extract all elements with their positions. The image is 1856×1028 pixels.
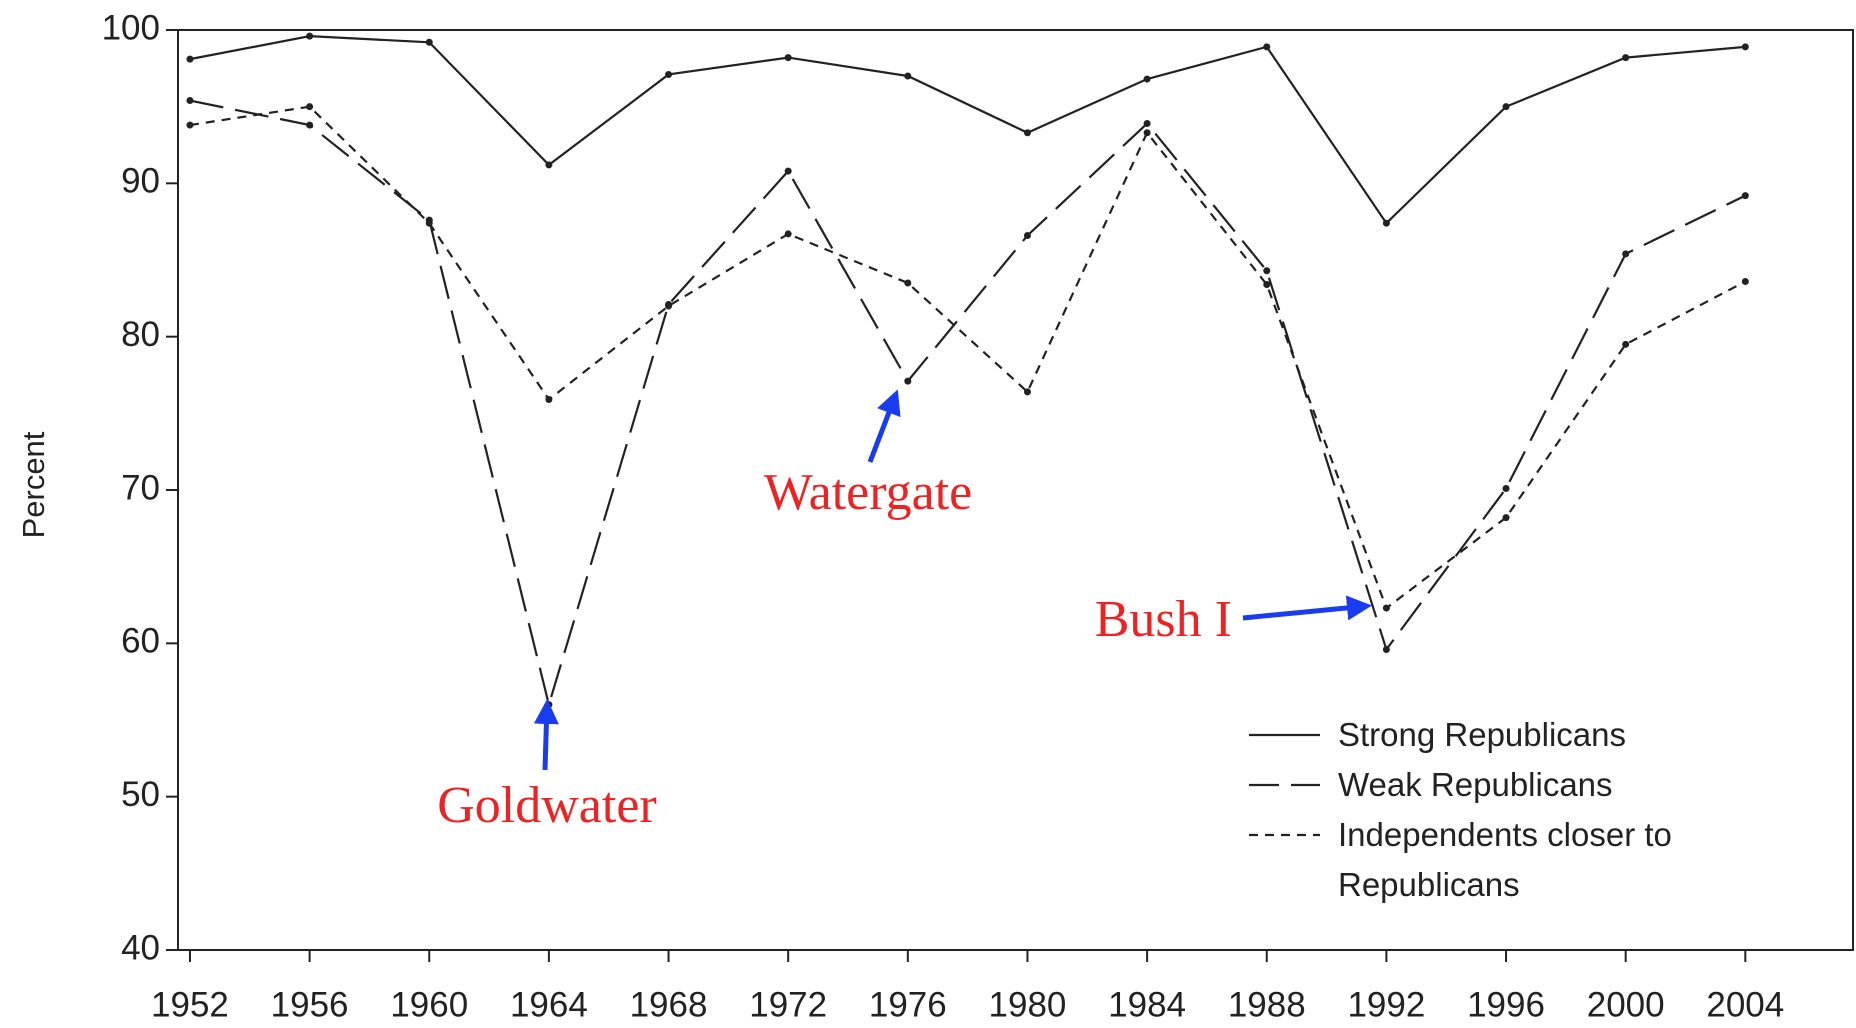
annotation-arrow bbox=[533, 699, 559, 771]
data-point bbox=[1143, 75, 1151, 83]
data-point bbox=[904, 72, 912, 80]
legend-label: Weak Republicans bbox=[1338, 766, 1613, 803]
x-tick-label: 1992 bbox=[1347, 985, 1425, 1024]
data-point bbox=[1622, 340, 1630, 348]
legend-label: Strong Republicans bbox=[1338, 716, 1627, 753]
data-point bbox=[784, 54, 792, 62]
x-tick-label: 1972 bbox=[749, 985, 827, 1024]
data-point bbox=[306, 32, 314, 40]
data-point bbox=[1023, 388, 1031, 396]
annotation-arrow bbox=[1242, 595, 1372, 621]
annotation: Bush I bbox=[1095, 591, 1232, 648]
y-tick-label: 100 bbox=[102, 8, 160, 47]
data-point bbox=[904, 279, 912, 287]
data-point bbox=[186, 121, 194, 129]
annotation: Watergate bbox=[764, 464, 973, 521]
x-tick-label: 2004 bbox=[1706, 985, 1784, 1024]
x-tick-label: 1960 bbox=[390, 985, 468, 1024]
data-point bbox=[425, 38, 433, 46]
x-tick-label: 1952 bbox=[151, 985, 229, 1024]
series-line bbox=[189, 99, 1746, 709]
data-point bbox=[545, 161, 553, 169]
x-tick-label: 1976 bbox=[869, 985, 947, 1024]
y-tick-label: 60 bbox=[121, 622, 160, 661]
y-axis-label: Percent bbox=[16, 431, 51, 538]
x-tick-label: 2000 bbox=[1587, 985, 1665, 1024]
data-point bbox=[1502, 484, 1510, 492]
data-point bbox=[306, 103, 314, 111]
x-tick-label: 1968 bbox=[630, 985, 708, 1024]
data-point bbox=[186, 55, 194, 63]
x-tick-label: 1956 bbox=[271, 985, 349, 1024]
data-point bbox=[1023, 129, 1031, 137]
y-tick-label: 90 bbox=[121, 162, 160, 201]
data-point bbox=[1382, 604, 1390, 612]
data-point bbox=[1382, 219, 1390, 227]
x-tick-label: 1996 bbox=[1467, 985, 1545, 1024]
data-point bbox=[1143, 120, 1151, 128]
data-point bbox=[1143, 129, 1151, 137]
data-point bbox=[665, 302, 673, 310]
data-point bbox=[1741, 192, 1749, 200]
data-point bbox=[306, 121, 314, 129]
data-point bbox=[784, 230, 792, 238]
y-tick-label: 80 bbox=[121, 315, 160, 354]
data-point bbox=[1263, 281, 1271, 289]
data-point bbox=[1741, 43, 1749, 51]
legend-label: Independents closer to Republicans bbox=[1338, 816, 1672, 903]
annotation: Goldwater bbox=[437, 777, 656, 834]
data-point bbox=[1023, 231, 1031, 239]
x-tick-label: 1964 bbox=[510, 985, 588, 1024]
series-line bbox=[189, 105, 1746, 610]
annotation-arrow bbox=[867, 389, 901, 463]
data-point bbox=[904, 377, 912, 385]
data-point bbox=[1622, 54, 1630, 62]
data-point bbox=[186, 97, 194, 105]
data-point bbox=[1263, 43, 1271, 51]
data-point bbox=[1263, 267, 1271, 275]
data-point bbox=[1741, 277, 1749, 285]
y-tick-label: 40 bbox=[121, 928, 160, 967]
data-point bbox=[1502, 514, 1510, 522]
y-tick-label: 70 bbox=[121, 468, 160, 507]
data-point bbox=[1502, 103, 1510, 111]
data-point bbox=[1382, 645, 1390, 653]
data-point bbox=[665, 70, 673, 78]
data-point bbox=[1622, 250, 1630, 258]
x-tick-label: 1980 bbox=[989, 985, 1067, 1024]
series-line bbox=[189, 35, 1746, 225]
x-tick-label: 1988 bbox=[1228, 985, 1306, 1024]
data-point bbox=[425, 219, 433, 227]
data-point bbox=[545, 396, 553, 404]
data-point bbox=[784, 167, 792, 175]
y-tick-label: 50 bbox=[121, 775, 160, 814]
x-tick-label: 1984 bbox=[1108, 985, 1186, 1024]
